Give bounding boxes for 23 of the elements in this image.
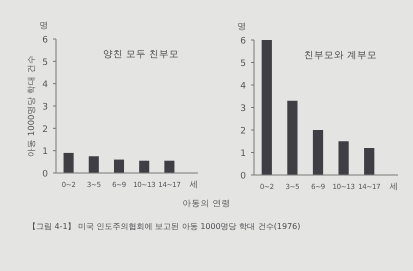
y-tick-label: 3 [240, 104, 246, 114]
text: 명 [238, 22, 246, 32]
text: 양친 모두 친부모 [103, 49, 180, 60]
y-tick-label: 0 [240, 172, 246, 182]
text: 【그림 4-1】 미국 인도주의협회에 보고된 아동 1000명당 학대 건수(1976) [28, 222, 300, 231]
y-tick-label: 4 [42, 80, 48, 90]
y-tick-label: 5 [240, 59, 246, 69]
x-axis-title: 아동의 연령 [182, 199, 230, 209]
y-tick-label: 5 [42, 58, 48, 68]
y-axis-title: 아동 1000명당 학대 건수 [27, 55, 37, 157]
text: 세 [390, 182, 398, 192]
y-tick-label: 6 [42, 36, 48, 46]
y-tick-label: 1 [42, 147, 48, 158]
text: 명 [40, 21, 48, 31]
text: 친부모와 계부모 [304, 50, 377, 61]
y-tick-label: 1 [240, 149, 246, 159]
y-tick-label: 0 [42, 170, 48, 180]
y-tick-label: 4 [240, 82, 246, 92]
y-tick-label: 2 [42, 124, 48, 135]
y-tick-label: 3 [42, 102, 48, 112]
y-tick-label: 2 [240, 126, 246, 136]
text: 세 [190, 180, 198, 190]
y-tick-label: 6 [240, 36, 246, 46]
